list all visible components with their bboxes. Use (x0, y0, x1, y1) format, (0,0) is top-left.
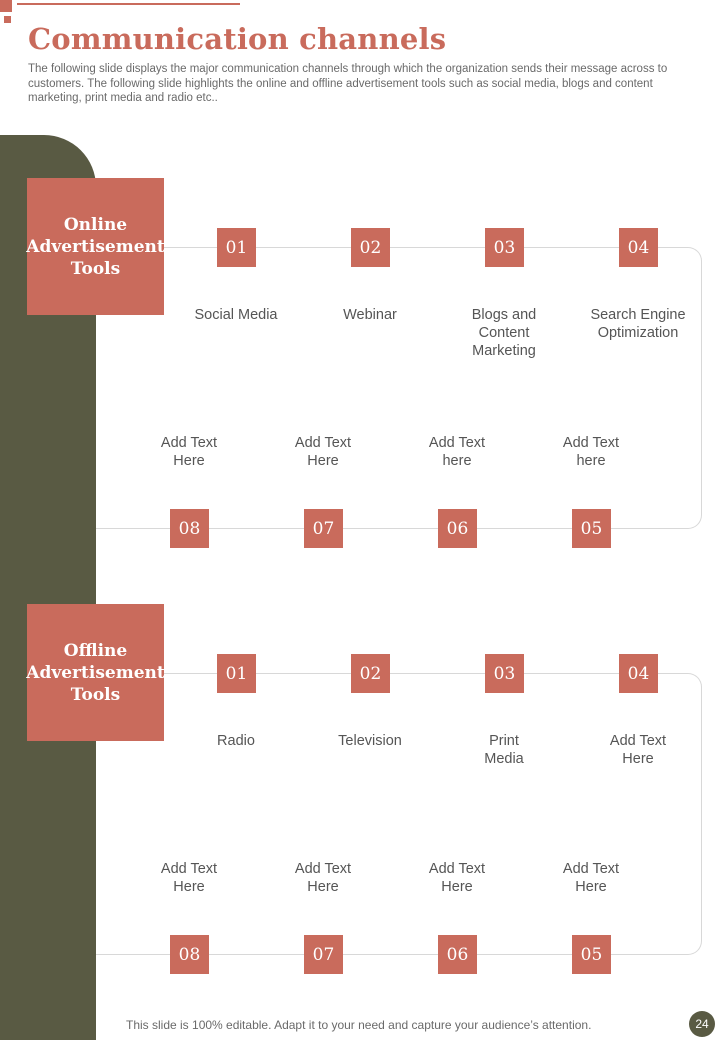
step-text: Add Text here (428, 435, 486, 469)
connector-line-top (164, 247, 688, 248)
step-number: 01 (217, 228, 256, 267)
step-number: 02 (351, 654, 390, 693)
step-number: 04 (619, 654, 658, 693)
step-number: 06 (438, 935, 477, 974)
step-number: 01 (217, 654, 256, 693)
step-number: 03 (485, 654, 524, 693)
decorative-square (0, 0, 12, 12)
step-text: Webinar (343, 307, 397, 323)
step-number: 08 (170, 935, 209, 974)
step-number: 06 (438, 509, 477, 548)
decorative-square-small (4, 16, 11, 23)
step-text: Add Text Here (294, 861, 352, 895)
footer-note: This slide is 100% editable. Adapt it to… (126, 1018, 592, 1032)
step-text: Add Text here (562, 435, 620, 469)
step-text: Social Media (194, 307, 278, 323)
section-online: Online Advertisement Tools 01 02 03 04 S… (0, 178, 720, 578)
step-text: Television (338, 733, 402, 749)
step-number: 05 (572, 935, 611, 974)
step-number: 08 (170, 509, 209, 548)
connector-line-curve (687, 247, 702, 529)
step-text: Search Engine Optimization (590, 307, 686, 341)
decorative-top-line (17, 3, 240, 5)
step-number: 07 (304, 509, 343, 548)
connector-line-bottom (96, 528, 688, 529)
step-number: 02 (351, 228, 390, 267)
step-text: Add Text Here (160, 861, 218, 895)
section-label: Offline Advertisement Tools (26, 604, 165, 741)
step-text: Print Media (484, 733, 524, 767)
step-text: Add Text Here (609, 733, 667, 767)
page-number-badge: 24 (689, 1011, 715, 1037)
step-number: 03 (485, 228, 524, 267)
section-offline: Offline Advertisement Tools 01 02 03 04 … (0, 604, 720, 1004)
connector-line-curve (687, 673, 702, 955)
step-number: 04 (619, 228, 658, 267)
section-label: Online Advertisement Tools (26, 178, 165, 315)
step-number: 05 (572, 509, 611, 548)
step-number: 07 (304, 935, 343, 974)
step-text: Add Text Here (428, 861, 486, 895)
step-text: Add Text Here (160, 435, 218, 469)
connector-line-top (164, 673, 688, 674)
step-text: Add Text Here (562, 861, 620, 895)
step-text: Blogs and Content Marketing (471, 307, 537, 359)
page-title: Communication channels (28, 22, 447, 56)
step-text: Radio (217, 733, 255, 749)
connector-line-bottom (96, 954, 688, 955)
step-text: Add Text Here (294, 435, 352, 469)
page-subtitle: The following slide displays the major c… (28, 63, 668, 104)
